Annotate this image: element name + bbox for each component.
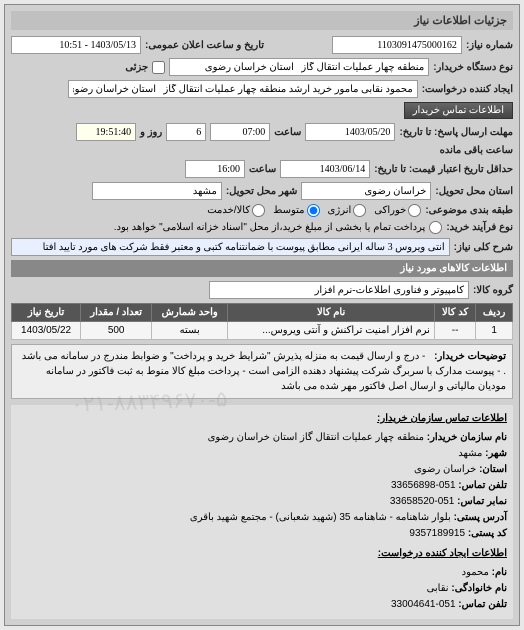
validity-label: حداقل تاریخ اعتبار قیمت: تا تاریخ: — [374, 164, 513, 175]
th-5: تاریخ نیاز — [12, 304, 81, 322]
td-3: بسته — [152, 322, 228, 340]
org-contact-header: اطلاعات تماس سازمان خریدار: — [17, 411, 507, 427]
contact-buyer-button[interactable]: اطلاعات تماس خریدار — [404, 102, 513, 119]
table-row: 1 -- نرم افزار امنیت تراکنش و آنتی ویروس… — [12, 322, 513, 340]
c-name-label: نام: — [492, 567, 507, 578]
details-panel: جزئیات اطلاعات نیاز شماره نیاز: تاریخ و … — [4, 4, 520, 626]
goods-table: ردیف کد کالا نام کالا واحد شمارش تعداد /… — [11, 303, 513, 340]
radio-opt-3[interactable] — [252, 204, 265, 217]
province-input — [301, 182, 431, 200]
deadline-label: مهلت ارسال پاسخ: تا تاریخ: — [399, 127, 513, 138]
requester-input — [68, 80, 418, 98]
need-label: شرح کلی نیاز: — [454, 242, 513, 253]
row-group: گروه کالا: — [11, 281, 513, 299]
province-label: استان محل تحویل: — [435, 186, 513, 197]
row-req-no: شماره نیاز: تاریخ و ساعت اعلان عمومی: — [11, 36, 513, 54]
req-no-input — [332, 36, 462, 54]
classify-radio-group: خوراکی انرژی متوسط کالا/خدمت — [207, 204, 421, 217]
radio-label-0: خوراکی — [374, 205, 406, 216]
th-0: ردیف — [476, 304, 513, 322]
days-label: روز و — [140, 127, 162, 138]
creator-contact-header: اطلاعات ایجاد کننده درخواست: — [17, 546, 507, 562]
partial-checkbox[interactable] — [152, 61, 165, 74]
requester-label: ایجاد کننده درخواست: — [422, 84, 513, 95]
td-0: 1 — [476, 322, 513, 340]
td-1: -- — [434, 322, 475, 340]
process-label: نوع فرآیند خرید: — [446, 222, 513, 233]
buyer-desc-label: توضیحات خریدار: — [434, 349, 506, 364]
c-name-value: محمود — [462, 567, 489, 578]
th-1: کد کالا — [434, 304, 475, 322]
radio-opt-0[interactable] — [408, 204, 421, 217]
req-no-label: شماره نیاز: — [466, 40, 513, 51]
city-label: شهر محل تحویل: — [226, 186, 298, 197]
c-city-value: مشهد — [458, 448, 482, 459]
time-remain-input — [76, 123, 136, 141]
row-delivery: استان محل تحویل: شهر محل تحویل: — [11, 182, 513, 200]
classify-label: طبقه بندی موضوعی: — [425, 205, 513, 216]
c-lname-value: نقابی — [427, 583, 449, 594]
org-value: منطقه چهار عملیات انتقال گاز استان خراسا… — [208, 432, 424, 443]
buyer-dev-label: نوع دستگاه خریدار: — [433, 62, 513, 73]
th-2: نام کالا — [228, 304, 435, 322]
need-input — [11, 238, 450, 256]
row-validity: حداقل تاریخ اعتبار قیمت: تا تاریخ: ساعت — [11, 160, 513, 178]
org-label: نام سازمان خریدار: — [427, 432, 507, 443]
c-phone-label: تلفن تماس: — [458, 480, 507, 491]
buyer-area-input — [169, 58, 429, 76]
radio-label-2: متوسط — [273, 205, 304, 216]
deadline-time-input — [210, 123, 270, 141]
deadline-date-input — [305, 123, 395, 141]
partial-label: جزئی — [125, 62, 148, 73]
row-requester: ایجاد کننده درخواست: اطلاعات تماس خریدار — [11, 80, 513, 119]
radio-opt-1[interactable] — [353, 204, 366, 217]
table-header-row: ردیف کد کالا نام کالا واحد شمارش تعداد /… — [12, 304, 513, 322]
process-radio[interactable] — [429, 221, 442, 234]
td-5: 1403/05/22 — [12, 322, 81, 340]
th-4: تعداد / مقدار — [81, 304, 152, 322]
group-input — [209, 281, 469, 299]
row-classify: طبقه بندی موضوعی: خوراکی انرژی متوسط کال… — [11, 204, 513, 217]
row-process: نوع فرآیند خرید: پرداخت تمام یا بخشی از … — [11, 221, 513, 234]
c-addr-value: بلوار شاهنامه - شاهنامه 35 (شهید شعبانی)… — [190, 512, 451, 523]
row-need: شرح کلی نیاز: — [11, 238, 513, 256]
panel-title: جزئیات اطلاعات نیاز — [11, 11, 513, 30]
radio-label-1: انرژی — [328, 205, 352, 216]
pub-label: تاریخ و ساعت اعلان عمومی: — [145, 40, 264, 51]
group-label: گروه کالا: — [473, 285, 513, 296]
c-zip-label: کد پستی: — [468, 528, 507, 539]
td-2: نرم افزار امنیت تراکنش و آنتی ویروس... — [228, 322, 435, 340]
th-3: واحد شمارش — [152, 304, 228, 322]
c-lname-label: نام خانوادگی: — [451, 583, 507, 594]
row-deadline: مهلت ارسال پاسخ: تا تاریخ: ساعت روز و سا… — [11, 123, 513, 156]
goods-section-bar: اطلاعات کالاهای مورد نیاز — [11, 260, 513, 277]
city-input — [92, 182, 222, 200]
validity-time-input — [185, 160, 245, 178]
time-label-2: ساعت — [249, 164, 276, 175]
c-province-label: استان: — [479, 464, 507, 475]
c-phone-value: 051-33656898 — [391, 480, 456, 491]
c-fax-label: نمابر تماس: — [457, 496, 507, 507]
c-fax-value: 051-33658520 — [390, 496, 455, 507]
radio-opt-2[interactable] — [307, 204, 320, 217]
c-zip-value: 9357189915 — [409, 528, 465, 539]
days-remain-input — [166, 123, 206, 141]
radio-label-3: کالا/خدمت — [207, 205, 250, 216]
remain-label: ساعت باقی مانده — [440, 145, 513, 156]
row-buyer-dev: نوع دستگاه خریدار: جزئی — [11, 58, 513, 76]
time-label-1: ساعت — [274, 127, 301, 138]
c-addr-label: آدرس پستی: — [454, 512, 507, 523]
c-province-value: خراسان رضوی — [414, 464, 476, 475]
process-text: پرداخت تمام یا بخشی از مبلغ خرید،از محل … — [114, 222, 426, 233]
c-cphone-value: 051-33004641 — [391, 599, 456, 610]
c-city-label: شهر: — [485, 448, 507, 459]
pub-date-input — [11, 36, 141, 54]
validity-date-input — [280, 160, 370, 178]
c-cphone-label: تلفن تماس: — [458, 599, 507, 610]
td-4: 500 — [81, 322, 152, 340]
contact-block: ۰۲۱-۸۸۳۴۹۶۷۰-۵ اطلاعات تماس سازمان خریدا… — [11, 405, 513, 619]
buyer-desc-box: توضیحات خریدار: - درج و ارسال قیمت به من… — [11, 344, 513, 399]
